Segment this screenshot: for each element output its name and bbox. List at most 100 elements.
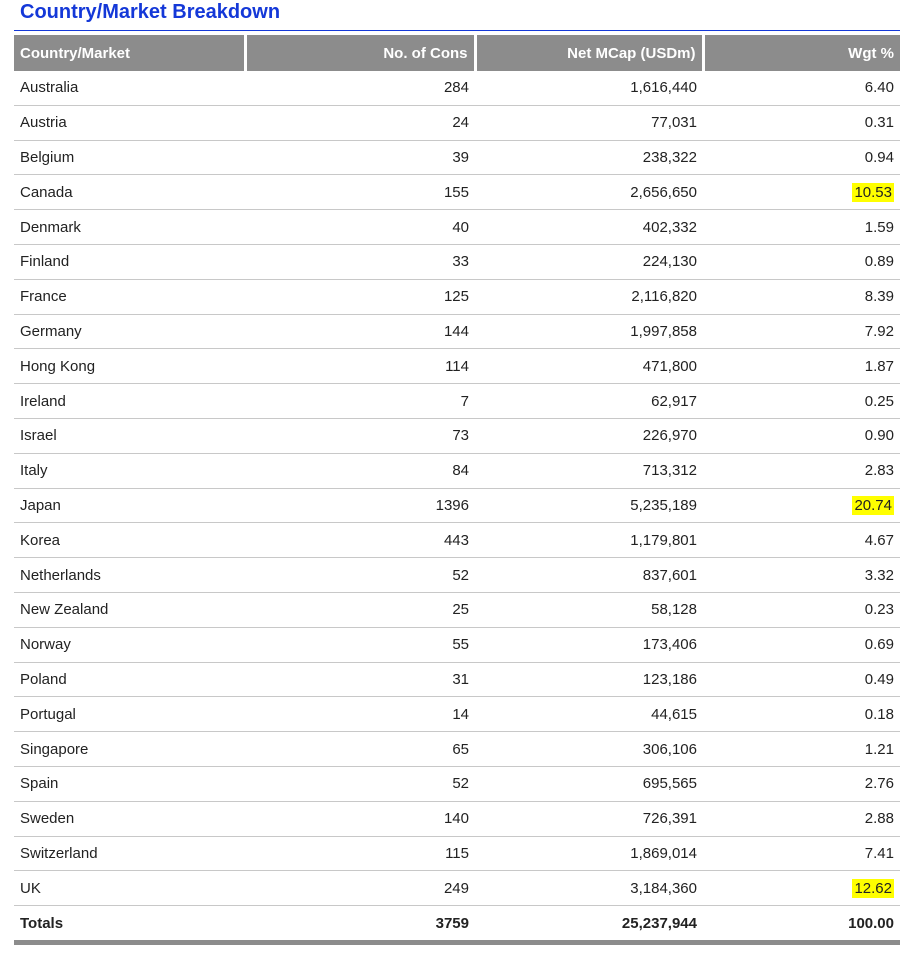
column-header: Wgt % — [701, 35, 900, 71]
header-row: Country/Market No. of Cons Net MCap (USDm)… — [14, 35, 900, 71]
table-cell: Belgium — [14, 140, 245, 176]
table-cell: 3.32 — [703, 557, 900, 593]
table-cell: 0.94 — [703, 140, 900, 176]
table-cell: 284 — [245, 71, 475, 106]
table-row: Germany 144 1,997,858 7.92 — [14, 314, 900, 350]
table-cell: 713,312 — [475, 453, 703, 489]
table-cell: Australia — [14, 71, 245, 106]
table-cell: Israel — [14, 418, 245, 454]
table-cell: 62,917 — [475, 383, 703, 419]
table-cell: 173,406 — [475, 627, 703, 663]
table-cell: 0.23 — [703, 592, 900, 628]
table-cell: New Zealand — [14, 592, 245, 628]
table-cell: 84 — [245, 453, 475, 489]
table-cell: 77,031 — [475, 105, 703, 141]
table-cell: 2,656,650 — [475, 174, 703, 211]
table-cell: 65 — [245, 731, 475, 767]
table-cell: 24 — [245, 105, 475, 141]
table-cell: 123,186 — [475, 662, 703, 698]
table-cell: 0.90 — [703, 418, 900, 454]
table-cell: France — [14, 279, 245, 315]
highlighted-value: 20.74 — [852, 495, 894, 515]
table-cell: 1.59 — [703, 209, 900, 245]
table-cell: 471,800 — [475, 348, 703, 385]
table-cell: 2.76 — [703, 766, 900, 802]
table-row: Ireland 7 62,917 0.25 — [14, 383, 900, 419]
table-cell: 0.25 — [703, 383, 900, 419]
table-cell: Ireland — [14, 383, 245, 419]
table-cell: Singapore — [14, 731, 245, 767]
title-rule — [14, 30, 900, 31]
table-body: Australia 284 1,616,440 6.40 Austria 24 77,031… — [14, 71, 900, 945]
table-cell: 58,128 — [475, 592, 703, 628]
table-cell: 5,235,189 — [475, 488, 703, 524]
table-cell: Sweden — [14, 801, 245, 837]
table-cell: 0.18 — [703, 696, 900, 733]
table-row: Israel 73 226,970 0.90 — [14, 418, 900, 454]
table-cell: 8.39 — [703, 279, 900, 315]
table-cell: 7.92 — [703, 314, 900, 350]
table-cell: 125 — [245, 279, 475, 315]
highlighted-value: 10.53 — [852, 182, 894, 202]
table-cell: 837,601 — [475, 557, 703, 593]
table-cell: Finland — [14, 244, 245, 280]
table-cell: 20.74 — [703, 488, 900, 524]
table-cell: Hong Kong — [14, 348, 245, 385]
table-cell: 52 — [245, 766, 475, 802]
table-cell: 115 — [245, 836, 475, 872]
table-cell: 52 — [245, 557, 475, 593]
table-cell: 2.88 — [703, 801, 900, 837]
table-cell: 10.53 — [703, 174, 900, 211]
table-row: Italy 84 713,312 2.83 — [14, 453, 900, 489]
table-row: Hong Kong 114 471,800 1.87 — [14, 348, 900, 385]
table-cell: 14 — [245, 696, 475, 733]
table-cell: Spain — [14, 766, 245, 802]
table-cell: 2.83 — [703, 453, 900, 489]
table-row: Australia 284 1,616,440 6.40 — [14, 71, 900, 106]
table-row: Portugal 14 44,615 0.18 — [14, 696, 900, 733]
table-cell: 1396 — [245, 488, 475, 524]
table-cell: 40 — [245, 209, 475, 245]
table-cell: 144 — [245, 314, 475, 350]
table-cell: Canada — [14, 174, 245, 211]
table-cell: 1.21 — [703, 731, 900, 767]
table-cell: Austria — [14, 105, 245, 141]
table-cell: Portugal — [14, 696, 245, 733]
table-row: Switzerland 115 1,869,014 7.41 — [14, 836, 900, 872]
table-cell: 140 — [245, 801, 475, 837]
table-cell: 44,615 — [475, 696, 703, 733]
table-cell: 55 — [245, 627, 475, 663]
table-cell: 12.62 — [703, 870, 900, 907]
totals-cell: Totals — [14, 905, 245, 945]
table-row: Norway 55 173,406 0.69 — [14, 627, 900, 663]
table-cell: 114 — [245, 348, 475, 385]
table-row: Korea 443 1,179,801 4.67 — [14, 522, 900, 559]
table-cell: 39 — [245, 140, 475, 176]
table-cell: 1.87 — [703, 348, 900, 385]
table-cell: 249 — [245, 870, 475, 907]
table-row: Netherlands 52 837,601 3.32 — [14, 557, 900, 593]
table-cell: 73 — [245, 418, 475, 454]
table-cell: 33 — [245, 244, 475, 280]
table-cell: 31 — [245, 662, 475, 698]
totals-cell: 25,237,944 — [475, 905, 703, 945]
totals-cell: 100.00 — [703, 905, 900, 945]
highlighted-value: 12.62 — [852, 878, 894, 898]
table-cell: 224,130 — [475, 244, 703, 280]
column-header: No. of Cons — [243, 35, 475, 71]
table-cell: Switzerland — [14, 836, 245, 872]
table-row: Poland 31 123,186 0.49 — [14, 662, 900, 698]
table-cell: 1,869,014 — [475, 836, 703, 872]
table-cell: UK — [14, 870, 245, 907]
table-row: Denmark 40 402,332 1.59 — [14, 209, 900, 245]
table-cell: Germany — [14, 314, 245, 350]
table-cell: 25 — [245, 592, 475, 628]
table-cell: 1,997,858 — [475, 314, 703, 350]
section-title: Country/Market Breakdown — [20, 1, 281, 23]
table-row: Singapore 65 306,106 1.21 — [14, 731, 900, 767]
table-cell: Poland — [14, 662, 245, 698]
table-row: France 125 2,116,820 8.39 — [14, 279, 900, 315]
table-row: UK 249 3,184,360 12.62 — [14, 870, 900, 907]
table-row: Canada 155 2,656,650 10.53 — [14, 174, 900, 211]
